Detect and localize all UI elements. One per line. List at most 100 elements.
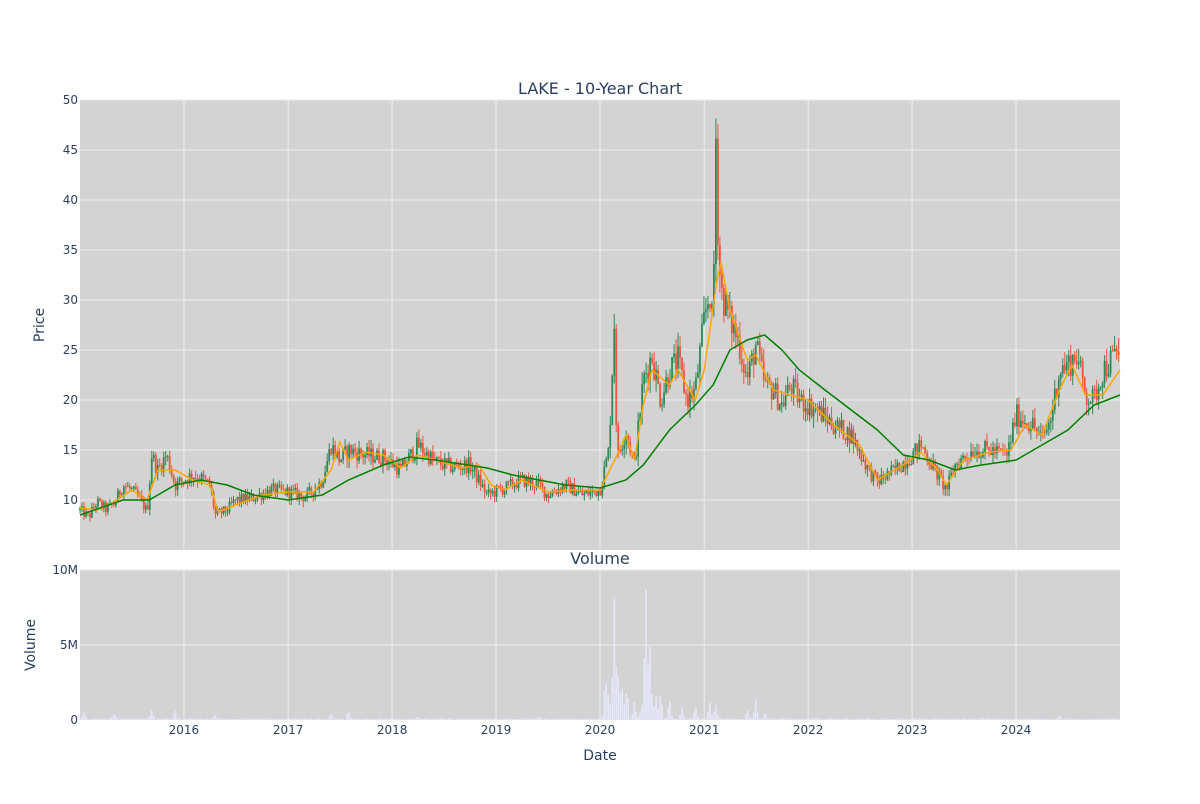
candle-body	[695, 377, 697, 389]
candle-body	[940, 471, 943, 477]
candle-body	[328, 449, 331, 462]
candle-body	[445, 458, 448, 462]
volume-bar	[1089, 719, 1092, 720]
candle-body	[320, 482, 323, 488]
volume-bar	[812, 718, 815, 720]
volume-bar	[808, 718, 811, 720]
volume-bar	[547, 718, 550, 720]
candle-body	[928, 461, 931, 465]
candle-body	[938, 471, 941, 480]
candle-body	[489, 489, 492, 494]
volume-bar	[324, 719, 326, 720]
volume-bar	[1028, 718, 1030, 720]
volume-bar	[200, 718, 203, 720]
volume-bar	[396, 718, 398, 720]
volume-bar	[422, 719, 424, 720]
candle-body	[101, 500, 103, 509]
volume-bar	[898, 719, 901, 720]
volume-bar	[780, 718, 783, 720]
candle-body	[858, 449, 861, 451]
candle-body	[732, 323, 735, 334]
volume-bar	[892, 719, 895, 720]
volume-bar	[663, 718, 665, 720]
candle-body	[886, 471, 889, 480]
volume-bar	[844, 718, 847, 720]
candle-body	[290, 489, 293, 499]
candle-body	[547, 493, 550, 498]
volume-bar	[248, 719, 251, 720]
volume-bar	[798, 718, 801, 720]
candle-body	[988, 446, 990, 451]
volume-bar	[386, 719, 388, 720]
volume-bar	[517, 719, 520, 720]
candle-body	[936, 465, 939, 480]
candle-body	[996, 446, 998, 454]
volume-bar	[792, 719, 795, 720]
volume-bar	[938, 718, 940, 720]
volume-bar	[449, 718, 452, 720]
volume-bar	[142, 719, 145, 720]
volume-bar	[184, 718, 187, 720]
candle-body	[980, 456, 982, 458]
candle-body	[792, 378, 795, 394]
volume-bar	[1103, 718, 1106, 720]
candle-body	[435, 457, 438, 460]
volume-bar	[629, 718, 631, 720]
volume-bar	[904, 718, 907, 720]
volume-bar	[848, 718, 851, 720]
volume-bar	[1095, 719, 1098, 720]
volume-bar	[487, 718, 490, 720]
volume-bar	[850, 719, 853, 720]
volume-bar	[966, 719, 968, 720]
volume-bar	[872, 718, 875, 720]
candle-body	[744, 372, 747, 373]
volume-bar	[105, 718, 107, 720]
volume-bar	[302, 719, 305, 720]
volume-bar	[140, 718, 143, 720]
candle-body	[884, 479, 887, 480]
volume-bar	[942, 718, 944, 720]
volume-bar	[754, 699, 757, 720]
candle-body	[926, 453, 929, 462]
candle-body	[192, 478, 195, 480]
candle-body	[587, 491, 590, 496]
volume-bar	[162, 718, 165, 720]
volume-bar	[627, 698, 629, 720]
price-y-tick-label: 45	[63, 143, 78, 157]
volume-bar	[228, 719, 231, 720]
volume-bar	[874, 719, 877, 720]
candle-body	[322, 482, 325, 488]
volume-bar	[764, 714, 767, 720]
candle-body	[481, 484, 484, 487]
candle-body	[250, 494, 253, 497]
volume-bar	[1046, 718, 1048, 720]
candle-body	[950, 472, 953, 476]
candle-body	[1077, 362, 1080, 365]
volume-bar	[958, 719, 960, 720]
candle-body	[288, 487, 291, 499]
volume-bar	[232, 718, 235, 720]
candle-body	[421, 442, 424, 454]
candle-body	[298, 493, 301, 500]
price-y-tick-label: 50	[63, 93, 78, 107]
candle-body	[1000, 448, 1002, 450]
volume-bar	[428, 718, 430, 720]
volume-bar	[418, 717, 420, 720]
volume-bar	[639, 712, 641, 720]
candle-body	[429, 451, 432, 465]
candle-body	[164, 456, 167, 458]
volume-bar	[216, 718, 219, 720]
volume-bar	[1079, 719, 1082, 720]
candle-body	[894, 465, 897, 469]
volume-bar	[406, 719, 408, 720]
volume-bar	[583, 718, 586, 720]
volume-bar	[467, 718, 470, 720]
volume-bar	[631, 713, 633, 720]
volume-bar	[553, 719, 556, 720]
volume-bar	[587, 719, 590, 720]
volume-bar	[794, 718, 797, 720]
volume-bar	[922, 718, 925, 720]
x-tick-label: 2019	[481, 723, 512, 737]
candle-body	[242, 493, 245, 503]
candle-body	[874, 470, 877, 473]
